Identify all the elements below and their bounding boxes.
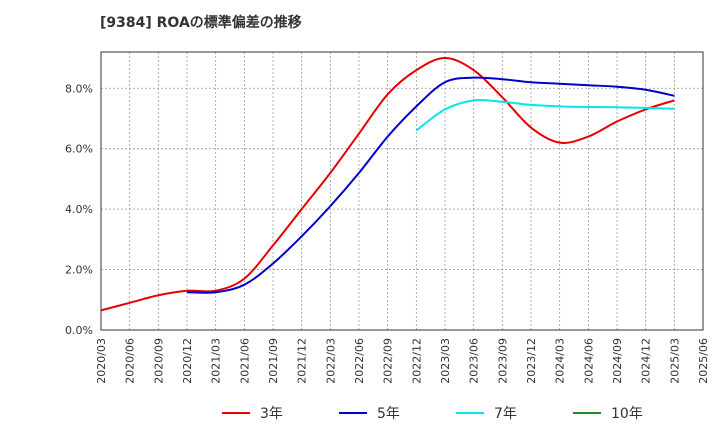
- x-tick-label: 2024/03: [554, 338, 567, 384]
- x-tick-label: 2022/09: [382, 338, 395, 384]
- y-tick-label: 4.0%: [65, 203, 93, 216]
- legend: 3年 5年 7年 10年: [222, 406, 643, 422]
- x-tick-label: 2022/03: [324, 338, 337, 384]
- y-tick-label: 8.0%: [65, 82, 93, 95]
- x-tick-label: 2021/03: [210, 338, 223, 384]
- series-line-0: [100, 57, 675, 312]
- legend-label-2: 7年: [494, 406, 517, 422]
- series-line-2: [415, 98, 675, 132]
- x-tick-label: 2020/06: [124, 338, 137, 384]
- x-tick-label: 2020/03: [95, 338, 108, 384]
- y-tick-label: 2.0%: [65, 264, 93, 277]
- x-tick-label: 2022/06: [353, 338, 366, 384]
- x-tick-label: 2023/09: [496, 338, 509, 384]
- y-axis-ticks: 0.0% 2.0% 4.0% 6.0% 8.0%: [65, 82, 93, 337]
- series-lines: [100, 57, 675, 312]
- legend-label-0: 3年: [260, 406, 283, 422]
- x-axis-ticks: 2020/03 2020/06 2020/09 2020/12 2021/03 2021/…: [95, 338, 710, 384]
- x-tick-label: 2023/12: [525, 338, 538, 384]
- x-tick-label: 2020/12: [181, 338, 194, 384]
- chart-title: [9384] ROAの標準偏差の推移: [100, 15, 302, 31]
- x-tick-label: 2021/12: [296, 338, 309, 384]
- x-tick-label: 2025/03: [668, 338, 681, 384]
- x-tick-label: 2024/12: [640, 338, 653, 384]
- x-tick-label: 2024/06: [582, 338, 595, 384]
- x-tick-label: 2022/12: [410, 338, 423, 384]
- x-tick-label: 2023/03: [439, 338, 452, 384]
- series-line-1: [186, 76, 675, 294]
- legend-label-3: 10年: [611, 406, 643, 422]
- x-tick-label: 2020/09: [152, 338, 165, 384]
- grid: [100, 52, 704, 330]
- plot-area: [100, 51, 704, 331]
- y-tick-label: 6.0%: [65, 143, 93, 156]
- x-tick-label: 2024/09: [611, 338, 624, 384]
- x-tick-label: 2025/06: [697, 338, 710, 384]
- x-tick-label: 2021/09: [267, 338, 280, 384]
- legend-label-1: 5年: [377, 406, 400, 422]
- x-tick-label: 2023/06: [468, 338, 481, 384]
- y-tick-label: 0.0%: [65, 324, 93, 337]
- x-tick-label: 2021/06: [238, 338, 251, 384]
